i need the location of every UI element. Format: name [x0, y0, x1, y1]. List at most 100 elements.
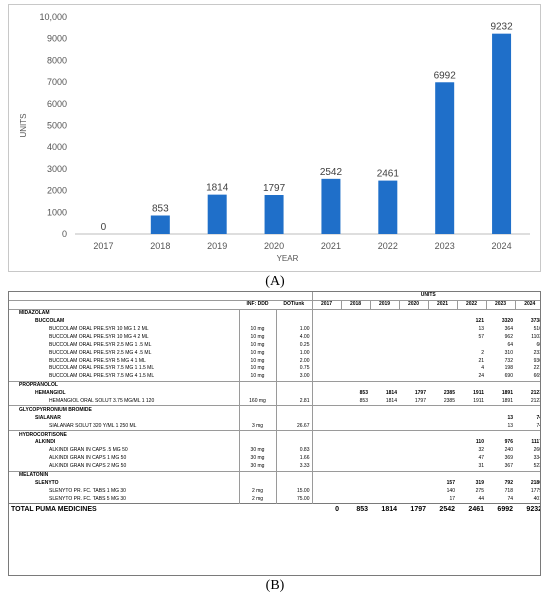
table-row: HEMANGIOL ORAL SOLUT 3.75 MG/ML 1 120 160… — [9, 397, 540, 406]
total-value: 853 — [341, 503, 370, 516]
row-ddd: 3 mg — [238, 422, 276, 431]
row-ddd: 10 mg — [238, 365, 276, 373]
year-header: 2022 — [456, 300, 486, 310]
x-tick-label: 2023 — [435, 241, 455, 251]
row-value — [311, 365, 341, 373]
row-dot: 0.75 — [275, 365, 312, 373]
year-header: 2024 — [514, 300, 540, 310]
row-value: 3320 — [501, 318, 513, 325]
row-value: 1103 — [531, 333, 541, 340]
row-dot: 1.00 — [275, 325, 312, 334]
panel-label-b: (B) — [265, 578, 285, 593]
row-value: 669 — [533, 373, 540, 380]
row-value — [457, 405, 486, 415]
row-value — [370, 479, 399, 487]
row-value — [311, 479, 341, 488]
row-dot — [275, 380, 312, 390]
table-row: ALKINDI GRAN IN CAPS .5 MG 50 30 mg 0.83 32… — [9, 446, 540, 455]
table-panel-b: UNITS INF: DDD DOT/unk 2017 2018 2019 2020 2… — [8, 291, 541, 576]
total-label: TOTAL PUMA MEDICINES — [9, 503, 239, 516]
row-name: BUCCOLAM ORAL PRE.SYR 10 MG 1 2 ML — [49, 326, 149, 332]
row-value: 21 — [478, 357, 484, 364]
total-dot — [276, 503, 312, 516]
row-value: 64 — [507, 341, 513, 348]
row-ddd — [238, 317, 276, 326]
row-value: 221 — [533, 365, 540, 372]
row-value: 13 — [478, 326, 484, 332]
data-label: 0 — [101, 222, 107, 233]
row-value: 367 — [504, 463, 513, 470]
data-label: 9232 — [490, 22, 513, 33]
row-value — [370, 333, 399, 341]
row-value — [311, 430, 341, 440]
row-dot: 3.33 — [275, 462, 312, 472]
row-value — [311, 325, 341, 334]
row-name: MELATONIN — [9, 470, 239, 480]
dot-header: DOT/unk — [276, 300, 312, 310]
row-ddd: 10 mg — [238, 333, 276, 342]
row-value — [341, 341, 370, 349]
row-value — [399, 479, 428, 487]
total-value: 2542 — [428, 503, 457, 516]
data-label: 853 — [152, 203, 169, 214]
row-value: 319 — [475, 479, 484, 486]
total-value: 0 — [312, 503, 341, 516]
row-dot — [275, 470, 312, 480]
row-dot — [275, 405, 312, 415]
row-value — [370, 308, 399, 318]
row-value: 233 — [533, 349, 540, 356]
row-value — [399, 495, 428, 503]
row-dot — [275, 389, 312, 398]
row-name: PROPRANOLOL — [9, 380, 239, 390]
row-value — [428, 365, 457, 373]
row-value — [428, 333, 457, 341]
x-tick-label: 2019 — [207, 241, 227, 251]
x-tick-label: 2024 — [492, 241, 512, 251]
y-tick-label: 2000 — [47, 186, 67, 196]
row-dot — [275, 439, 312, 447]
table-row: ALKINDI GRAN IN CAPS 2 MG 50 30 mg 3.33 31 3… — [9, 462, 540, 472]
y-tick-label: 6000 — [47, 99, 67, 109]
row-value — [370, 455, 399, 463]
y-axis-title: UNITS — [19, 114, 28, 138]
row-value: 1814 — [385, 390, 397, 397]
total-row: TOTAL PUMA MEDICINES 0 853 1814 1797 2542 2461… — [9, 503, 540, 516]
row-value: 364 — [504, 326, 513, 332]
row-value: 32 — [478, 447, 484, 454]
table-row: BUCCOLAM ORAL PRE.SYR 5 MG 4 1 ML 10 mg 2.… — [9, 357, 540, 366]
table-header-row: INF: DDD DOT/unk 2017 2018 2019 2020 2021 202… — [9, 300, 540, 310]
data-label: 1814 — [206, 183, 229, 194]
table-row: MELATONIN — [9, 470, 540, 480]
row-value — [457, 414, 486, 422]
y-tick-label: 10,000 — [39, 12, 67, 22]
row-value — [341, 308, 370, 318]
row-dot: 0.83 — [275, 446, 312, 455]
row-value — [311, 487, 341, 496]
row-value — [341, 349, 370, 357]
row-value — [311, 317, 341, 326]
row-value — [341, 333, 370, 341]
row-value — [428, 414, 457, 422]
row-value — [515, 430, 540, 440]
row-value: 13 — [507, 414, 513, 421]
bar — [435, 82, 455, 235]
row-ddd: 160 mg — [238, 397, 276, 406]
row-value — [341, 479, 370, 487]
row-dot — [275, 414, 312, 423]
row-value — [311, 341, 341, 350]
x-tick-label: 2018 — [150, 241, 170, 251]
row-dot: 26.67 — [275, 422, 312, 431]
row-value: 1117 — [531, 439, 541, 446]
row-value — [370, 439, 399, 447]
row-ddd: 30 mg — [238, 446, 276, 455]
row-ddd — [238, 479, 276, 488]
row-value — [341, 422, 370, 430]
bar — [492, 33, 512, 234]
table-row: GLYCOPYRRONIUM BROMIDE — [9, 405, 540, 415]
row-value: 260 — [533, 447, 540, 454]
row-value — [311, 462, 341, 472]
row-value: 1797 — [414, 398, 426, 405]
row-ddd: 30 mg — [238, 462, 276, 472]
row-value — [399, 380, 428, 390]
row-value — [399, 470, 428, 480]
